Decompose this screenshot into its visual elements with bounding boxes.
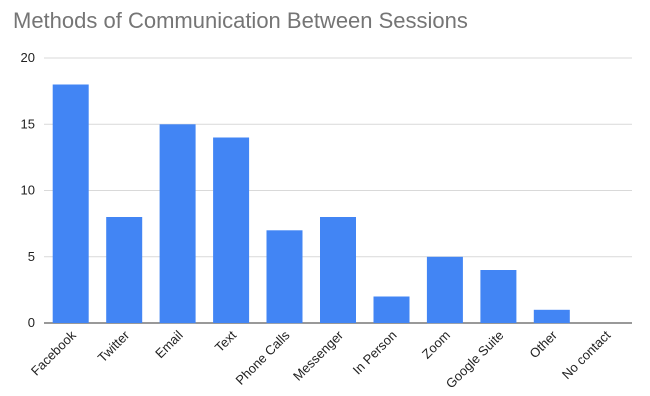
x-tick-label: In Person <box>350 328 400 378</box>
bars-group <box>52 84 570 324</box>
x-tick-label: Text <box>212 327 240 355</box>
bar-email <box>159 124 196 324</box>
x-tick-label: Facebook <box>28 327 79 378</box>
x-tick-label: Zoom <box>419 328 453 362</box>
bar-zoom <box>426 256 463 324</box>
bar-google-suite <box>480 270 517 323</box>
y-tick-label: 20 <box>21 50 35 65</box>
y-tick-labels-group: 0 5 10 15 20 <box>21 50 35 330</box>
bar-other <box>533 309 570 324</box>
x-tick-label: No contact <box>559 327 614 382</box>
x-tick-label: Phone Calls <box>232 327 293 388</box>
x-tick-label: Email <box>152 327 186 361</box>
chart-title: Methods of Communication Between Session… <box>13 8 468 33</box>
y-tick-label: 10 <box>21 183 35 198</box>
x-tick-label: Twitter <box>95 327 133 365</box>
bar-text <box>213 137 250 323</box>
y-tick-label: 0 <box>28 315 35 330</box>
x-tick-label: Other <box>526 327 560 361</box>
bar-twitter <box>106 217 143 323</box>
x-tick-label: Messenger <box>290 327 347 384</box>
y-tick-label: 15 <box>21 116 35 131</box>
y-tick-label: 5 <box>28 249 35 264</box>
bar-facebook <box>52 84 89 323</box>
bar-phone-calls <box>266 230 303 324</box>
bar-in-person <box>373 296 410 323</box>
x-tick-label: Google Suite <box>443 328 507 392</box>
bar-messenger <box>320 217 356 323</box>
